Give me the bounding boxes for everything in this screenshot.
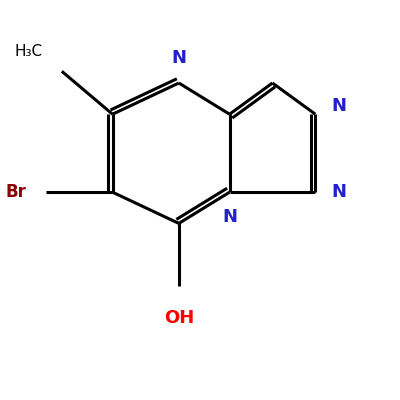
Text: N: N (331, 183, 346, 201)
Text: N: N (171, 50, 186, 68)
Text: N: N (222, 208, 237, 226)
Text: N: N (331, 98, 346, 116)
Text: H₃C: H₃C (14, 44, 42, 59)
Text: Br: Br (6, 183, 27, 201)
Text: OH: OH (164, 309, 194, 327)
